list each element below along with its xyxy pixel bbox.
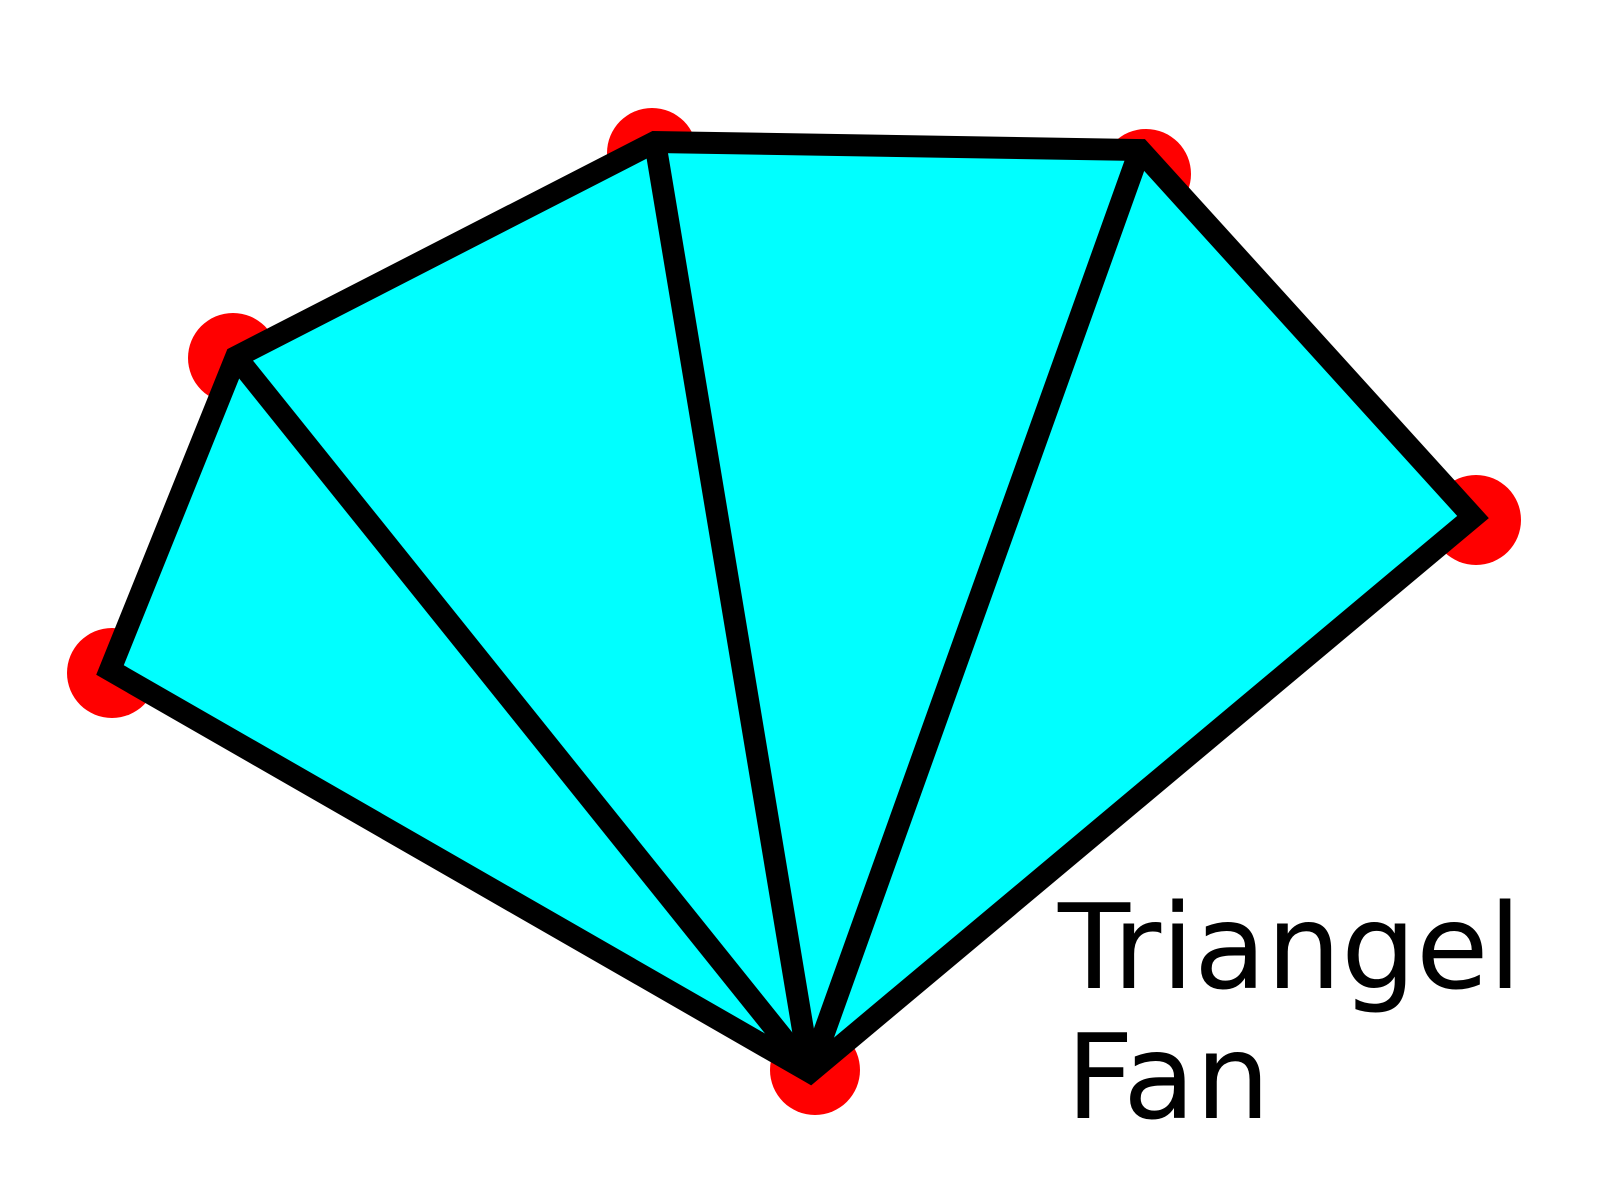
edge-layer bbox=[96, 130, 1489, 1086]
fan-triangle-2 bbox=[236, 142, 810, 1072]
fan-diagonal-2 bbox=[227, 350, 819, 1079]
fan-triangle-4 bbox=[810, 150, 1473, 1072]
fan-diagonal-3 bbox=[644, 140, 821, 1074]
caption-line-2: Fan bbox=[1066, 1008, 1270, 1146]
caption-line-1: Triangel bbox=[1057, 878, 1521, 1016]
fan-diagonal-4 bbox=[799, 146, 1151, 1076]
fan-triangle-1 bbox=[110, 357, 810, 1072]
